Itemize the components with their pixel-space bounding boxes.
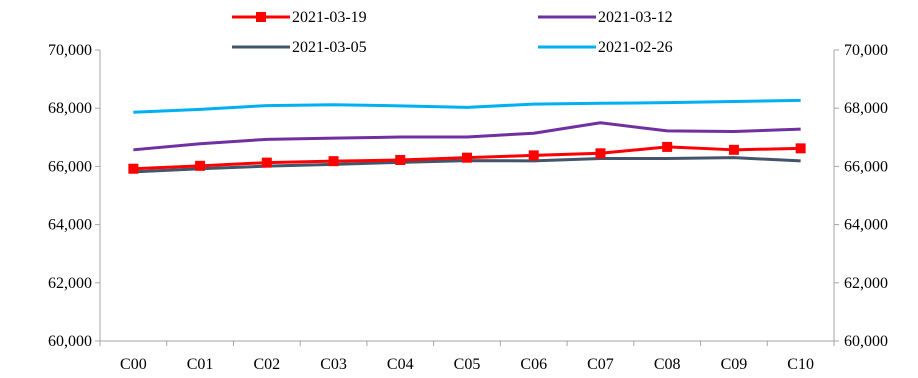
y-tick-label-left: 64,000 <box>48 217 92 234</box>
legend: 2021-03-19 2021-03-12 2021-03-05 2021-02-26 <box>232 9 673 56</box>
series-line <box>133 98 801 114</box>
data-point <box>662 141 673 152</box>
data-point <box>795 143 806 154</box>
data-point <box>195 160 206 171</box>
legend-item: 2021-03-12 <box>538 9 673 26</box>
y-tick-label-right: 66,000 <box>844 158 888 175</box>
y-tick-label-left: 62,000 <box>48 275 92 292</box>
legend-item: 2021-03-05 <box>232 39 367 56</box>
axes: 60,000 60,000 62,000 62,000 64,000 64,000 66,0… <box>48 42 888 373</box>
data-point <box>595 148 606 159</box>
series-line <box>133 121 801 152</box>
data-point <box>395 154 406 165</box>
x-tick-label: C03 <box>320 356 347 373</box>
y-tick-label-right: 70,000 <box>844 42 888 59</box>
x-tick-label: C00 <box>120 356 147 373</box>
x-tick-label: C09 <box>721 356 748 373</box>
x-tick-label: C04 <box>387 356 414 373</box>
y-tick-label-right: 60,000 <box>844 333 888 350</box>
y-tick-label-right: 62,000 <box>844 275 888 292</box>
y-tick-label-left: 68,000 <box>48 100 92 117</box>
legend-label: 2021-02-26 <box>598 39 673 56</box>
data-point <box>128 163 139 174</box>
x-tick-label: C08 <box>654 356 681 373</box>
data-point <box>528 150 539 161</box>
x-tick-label: C07 <box>587 356 614 373</box>
data-point <box>261 157 272 168</box>
y-tick-label-right: 68,000 <box>844 100 888 117</box>
y-tick-label-left: 66,000 <box>48 158 92 175</box>
y-tick-label-right: 64,000 <box>844 217 888 234</box>
legend-label: 2021-03-12 <box>598 9 673 26</box>
series-group <box>128 98 806 174</box>
legend-item: 2021-02-26 <box>538 39 673 56</box>
x-tick-label: C02 <box>253 356 280 373</box>
legend-item: 2021-03-19 <box>232 9 367 26</box>
y-tick-label-left: 70,000 <box>48 42 92 59</box>
x-tick-label: C01 <box>187 356 214 373</box>
legend-label: 2021-03-19 <box>292 9 367 26</box>
data-point <box>462 152 472 163</box>
x-tick-label: C10 <box>787 356 814 373</box>
legend-marker <box>256 12 266 22</box>
y-tick-label-left: 60,000 <box>48 333 92 350</box>
x-tick-label: C06 <box>520 356 547 373</box>
data-point <box>328 156 339 167</box>
legend-label: 2021-03-05 <box>292 39 367 56</box>
data-point <box>728 144 739 155</box>
x-tick-label: C05 <box>454 356 481 373</box>
